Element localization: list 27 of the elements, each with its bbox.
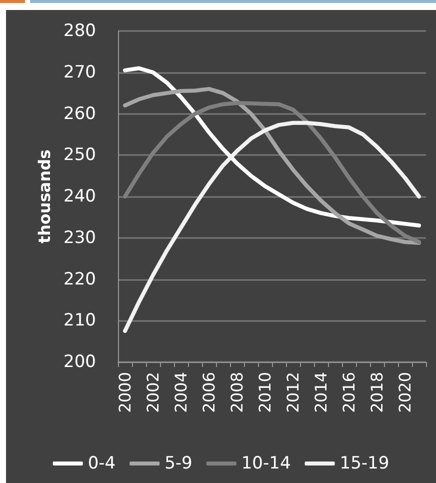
x-tick-label: 2016: [340, 372, 358, 413]
x-tick-label: 2020: [396, 372, 414, 413]
legend-label: 10-14: [241, 454, 291, 474]
y-tick-label: 230: [64, 228, 96, 248]
x-tick-label: 2012: [284, 372, 302, 413]
y-axis-title: thousands: [35, 149, 54, 244]
y-tick-label: 210: [64, 310, 96, 331]
x-tick-label: 2006: [200, 372, 218, 413]
legend-label: 5-9: [164, 454, 192, 474]
legend-label: 15-19: [340, 454, 390, 474]
line-series: [123, 120, 421, 333]
x-tick-label: 2010: [256, 372, 274, 413]
x-tick-label: 2008: [228, 372, 246, 413]
y-tick-label: 200: [64, 352, 96, 372]
y-tick-label: 280: [64, 21, 96, 41]
y-tick-label: 260: [64, 104, 96, 124]
y-tick-label: 220: [64, 269, 96, 290]
x-tick-label: 2014: [312, 372, 330, 413]
x-tick-label: 2004: [172, 372, 190, 413]
line-series: [123, 66, 421, 228]
y-tick-label: 240: [64, 186, 96, 206]
y-tick-label: 250: [64, 145, 96, 166]
x-tick-label: 2000: [116, 372, 134, 413]
legend-label: 0-4: [88, 454, 116, 474]
x-tick-label: 2002: [144, 372, 162, 413]
x-tick-label: 2018: [368, 372, 386, 413]
y-tick-label: 270: [64, 62, 96, 82]
